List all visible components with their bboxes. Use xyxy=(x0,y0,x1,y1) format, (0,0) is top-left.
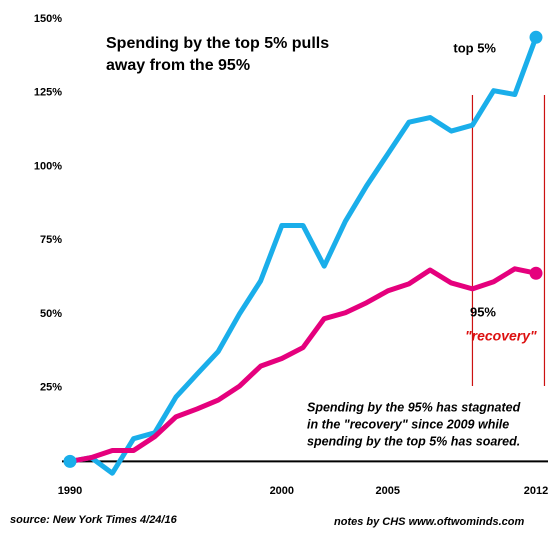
line xyxy=(69,36,539,476)
end-dot xyxy=(529,30,543,44)
y-tick-label: 25% xyxy=(40,382,62,394)
series-label: 95% xyxy=(470,305,496,320)
chart-title: away from the 95% xyxy=(106,57,250,74)
x-tick-label: 2000 xyxy=(270,485,294,497)
end-dot xyxy=(529,266,543,280)
y-tick-label: 125% xyxy=(34,87,62,99)
y-tick-label: 150% xyxy=(34,13,62,25)
y-tick-label: 100% xyxy=(34,160,62,172)
x-tick-label: 2012 xyxy=(524,485,548,497)
note: Spending by the 95% has stagnated xyxy=(307,400,521,414)
line xyxy=(69,266,537,464)
y-tick-label: 50% xyxy=(40,308,62,320)
note: in the "recovery" since 2009 while xyxy=(307,417,509,431)
y-tick-label: 75% xyxy=(40,234,62,246)
start-dot xyxy=(63,454,77,468)
series-label: top 5% xyxy=(453,41,496,56)
x-tick-label: 2005 xyxy=(375,485,399,497)
x-tick-label: 1990 xyxy=(58,485,82,497)
source: source: New York Times 4/24/16 xyxy=(10,514,178,526)
note: spending by the top 5% has soared. xyxy=(307,434,520,448)
chart-title: Spending by the top 5% pulls xyxy=(106,35,329,52)
credit: notes by CHS www.oftwominds.com xyxy=(334,516,524,528)
annotation: "recovery" xyxy=(465,328,537,344)
